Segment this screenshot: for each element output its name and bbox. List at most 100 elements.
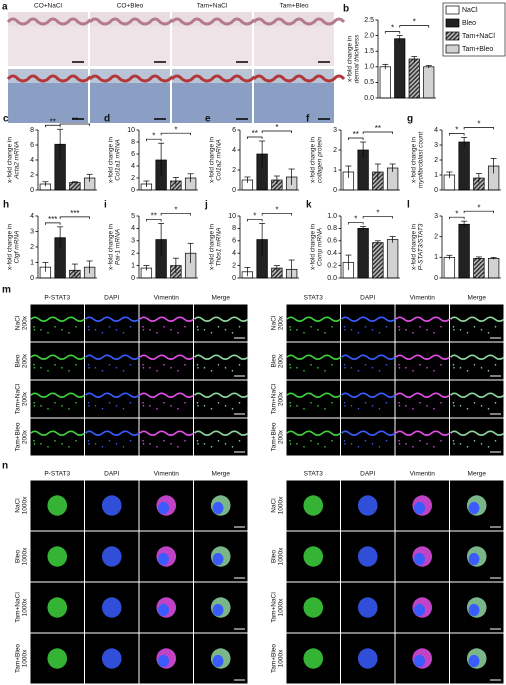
- nucleus: [468, 603, 480, 617]
- significance-bracket: [247, 219, 263, 222]
- nucleus: [414, 552, 425, 566]
- signal-dot: [466, 408, 469, 410]
- signal-dot: [210, 332, 213, 334]
- y-tick-label: 0.6: [327, 238, 337, 245]
- significance-label: *: [376, 209, 379, 218]
- signal-dot: [331, 440, 333, 442]
- fluorescence-image: [450, 304, 504, 342]
- epidermis-signal: [395, 354, 451, 360]
- signal-dot: [87, 326, 90, 328]
- y-axis-label: myofibroblast count: [418, 131, 425, 189]
- fluorescence-image: [341, 304, 395, 342]
- y-tick-label: 5: [131, 213, 135, 220]
- column-header: Vimentin: [154, 295, 180, 302]
- significance-bracket: [59, 123, 90, 126]
- signal-dot: [196, 402, 199, 404]
- y-tick-label: 2.5: [364, 17, 374, 24]
- bar: [394, 38, 406, 99]
- epidermis-signal: [30, 430, 86, 436]
- signal-dot: [196, 326, 199, 328]
- signal-dot: [142, 443, 145, 445]
- row-label: NaCl: [271, 315, 278, 330]
- y-tick-label: 4: [232, 250, 236, 257]
- column-header: CO+Bleo: [117, 3, 144, 10]
- row-label: Tam+Bleo: [271, 644, 278, 673]
- epidermis-signal: [449, 316, 505, 322]
- signal-dot: [88, 329, 90, 331]
- significance-bracket: [362, 131, 393, 134]
- signal-dot: [184, 440, 186, 442]
- significance-label: **: [375, 124, 381, 133]
- signal-dot: [350, 367, 353, 369]
- signal-dot: [296, 329, 298, 331]
- nucleus: [414, 654, 425, 668]
- signal-dot: [453, 367, 455, 369]
- signal-dot: [54, 326, 56, 328]
- signal-dot: [163, 402, 165, 404]
- signal-dot: [364, 402, 367, 404]
- row-label: 200x: [278, 391, 285, 406]
- bar: [386, 239, 399, 279]
- column-header: Merge: [212, 471, 231, 478]
- y-tick-label: 0: [434, 275, 438, 282]
- row-label: NaCl: [271, 498, 278, 513]
- y-tick-label: 6: [30, 142, 34, 149]
- signal-dot: [177, 370, 179, 372]
- y-axis-label: Comp mRNA: [317, 228, 324, 266]
- signal-dot: [177, 332, 179, 334]
- signal-dot: [224, 443, 227, 445]
- significance-bracket: [348, 222, 364, 225]
- signal-dot: [357, 370, 360, 372]
- fluorescence-image: [341, 342, 395, 380]
- significance-label: **: [72, 116, 78, 125]
- signal-dot: [289, 329, 292, 331]
- y-tick-label: 0.0: [364, 95, 374, 102]
- y-tick-label: 0: [30, 187, 34, 194]
- signal-dot: [344, 367, 346, 369]
- row-label: Tam+NaCl: [271, 592, 278, 623]
- signal-dot: [238, 326, 241, 328]
- signal-dot: [296, 443, 298, 445]
- fluorescence-image: [85, 418, 139, 456]
- signal-dot: [170, 405, 172, 407]
- signal-dot: [33, 364, 35, 366]
- signal-dot: [177, 446, 179, 448]
- signal-dot: [33, 443, 36, 445]
- signal-dot: [459, 329, 462, 331]
- signal-dot: [224, 329, 227, 331]
- dermis: [90, 83, 170, 123]
- signal-dot: [40, 443, 42, 445]
- signal-dot: [343, 364, 346, 366]
- y-axis-label: x-fold change in: [108, 224, 115, 270]
- column-header: DAPI: [360, 471, 375, 478]
- bar: [69, 182, 81, 191]
- signal-dot: [101, 332, 104, 334]
- signal-dot: [494, 440, 497, 442]
- y-tick-label: 0: [30, 275, 34, 282]
- y-tick-label: 4: [30, 213, 34, 220]
- signal-dot: [324, 446, 326, 448]
- y-tick-label: 3: [333, 127, 337, 134]
- y-tick-label: 8: [131, 139, 135, 146]
- row-label: Tam+NaCl: [15, 592, 22, 623]
- signal-dot: [197, 405, 199, 407]
- signal-dot: [371, 367, 374, 369]
- bar: [458, 141, 470, 191]
- y-axis-label: x-fold change in: [209, 224, 216, 270]
- signal-dot: [142, 329, 145, 331]
- signal-dot: [452, 440, 455, 442]
- fluorescence-image: [194, 342, 248, 380]
- signal-dot: [156, 446, 158, 448]
- signal-dot: [426, 443, 428, 445]
- signal-dot: [196, 364, 199, 366]
- significance-label: ***: [70, 209, 79, 218]
- signal-dot: [33, 440, 35, 442]
- y-axis-label: P-STAT3/STAT3: [418, 223, 425, 270]
- panel-label: n: [2, 461, 8, 472]
- significance-bracket: [261, 130, 292, 133]
- y-tick-label: 2: [131, 175, 135, 182]
- signal-dot: [426, 367, 428, 369]
- signal-dot: [61, 329, 63, 331]
- significance-bracket: [160, 132, 191, 136]
